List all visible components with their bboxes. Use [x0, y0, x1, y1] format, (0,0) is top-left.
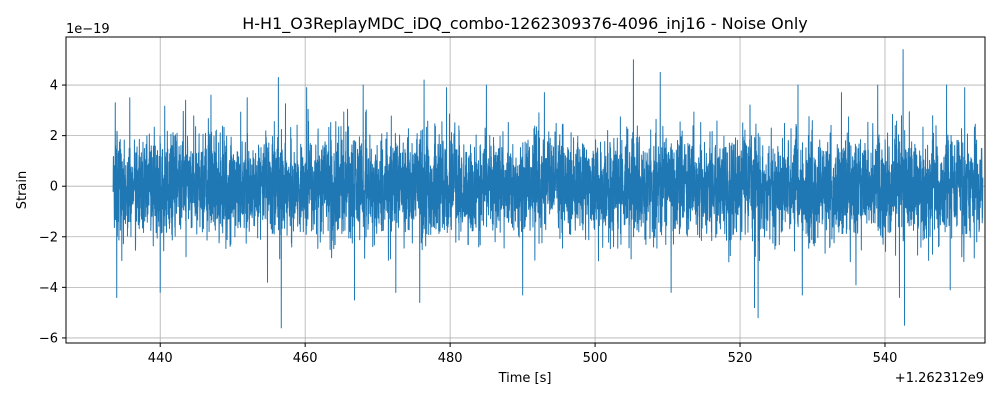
chart-title: H-H1_O3ReplayMDC_iDQ_combo-1262309376-40… [242, 14, 808, 34]
y-tick-label: 2 [50, 129, 58, 144]
ticks: 440 460 480 500 520 540 −6 −4 −2 0 2 4 [39, 79, 898, 366]
plot-frame [65, 36, 986, 344]
y-tick-label: −6 [39, 331, 58, 346]
x-axis-label: Time [s] [498, 371, 552, 386]
x-tick-label: 520 [728, 351, 753, 366]
y-tick-label: −4 [39, 281, 58, 296]
x-offset-label: +1.262312e9 [895, 371, 984, 386]
x-tick-label: 440 [148, 351, 173, 366]
x-tick-label: 460 [293, 351, 318, 366]
data-area [112, 49, 984, 329]
y-tick-label: −2 [39, 230, 58, 245]
x-tick-label: 480 [438, 351, 463, 366]
x-tick-label: 540 [873, 351, 898, 366]
y-tick-label: 0 [50, 180, 58, 195]
y-exponent-label: 1e−19 [66, 22, 110, 37]
y-axis-label: Strain [15, 171, 30, 210]
strain-series-line [112, 49, 984, 329]
x-tick-label: 500 [583, 351, 608, 366]
y-tick-label: 4 [50, 79, 58, 94]
